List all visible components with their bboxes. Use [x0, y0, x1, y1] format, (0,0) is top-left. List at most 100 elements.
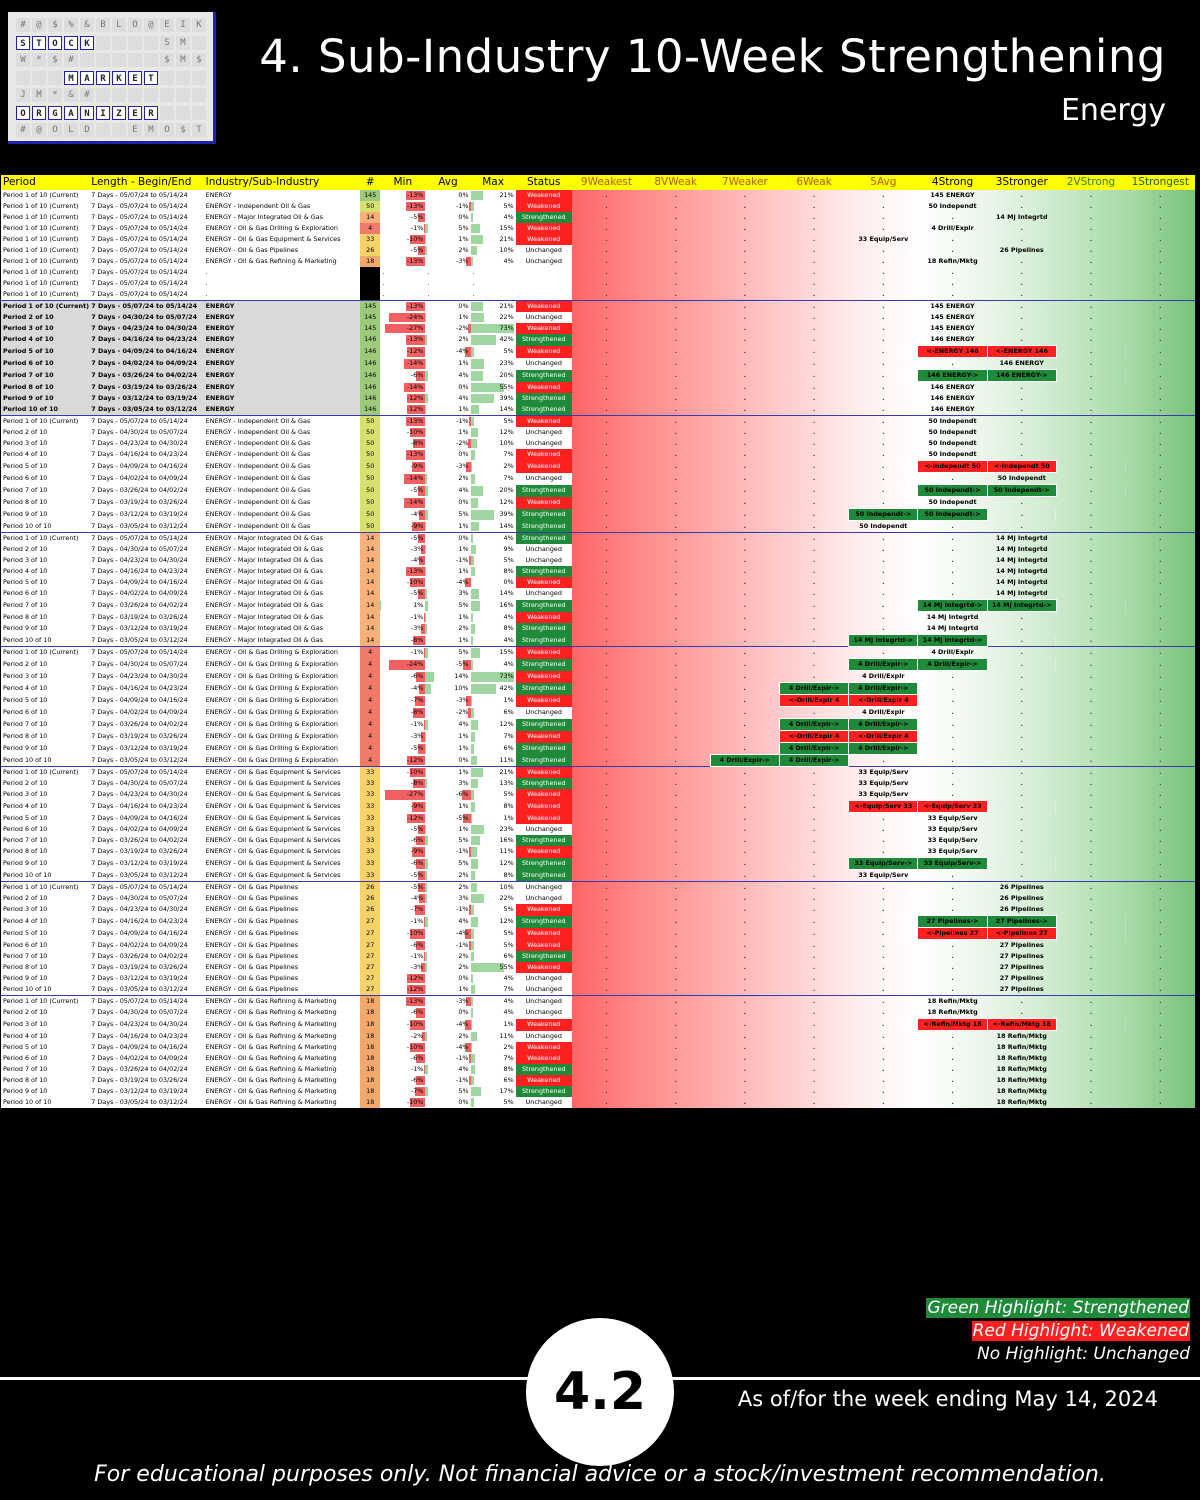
cell-industry: ENERGY: [203, 357, 361, 370]
cell-scale: 14 Mj Integrtd: [917, 623, 988, 635]
cell-count: 26: [360, 881, 381, 893]
value-text: -1%: [456, 1076, 469, 1084]
value-bar: [470, 545, 476, 554]
cell-max: 16%: [470, 835, 516, 846]
cell-min: -27%: [380, 323, 426, 334]
cell-min: -14%: [380, 496, 426, 509]
cell-min: -10%: [380, 427, 426, 438]
cell-industry: ENERGY - Oil & Gas Equipment & Services: [203, 846, 361, 858]
value-bar: [470, 1087, 481, 1096]
cell-industry: ENERGY - Oil & Gas Pipelines: [203, 939, 361, 951]
cell-avg: -1%: [425, 846, 471, 858]
value-text: 1%: [458, 567, 469, 575]
table-row: Period 7 of 10 7 Days - 03/26/24 to 04/02…: [1, 599, 1195, 612]
cell-length: 7 Days - 04/09/24 to 04/16/24: [89, 812, 204, 824]
cell-industry: ENERGY - Major Integrated Oil & Gas: [203, 544, 361, 555]
value-text: -14%: [406, 474, 424, 482]
value-bar: [470, 985, 475, 994]
cell-industry: ENERGY - Oil & Gas Drilling & Exploratio…: [203, 670, 361, 683]
cell-scale: 18 Refin/Mktg: [987, 1030, 1057, 1042]
value-text: 1%: [458, 313, 469, 321]
logo-letter: [112, 53, 126, 67]
cell-scale: .: [571, 588, 642, 600]
cell-max: 4%: [470, 973, 516, 984]
logo-letter: [192, 70, 206, 85]
cell-min: -2%: [380, 1030, 426, 1042]
cell-scale: .: [917, 754, 988, 767]
cell-scale: .: [779, 190, 849, 201]
value-text: -10%: [406, 768, 424, 776]
cell-scale: .: [1056, 984, 1126, 996]
cell-avg: 5%: [425, 599, 471, 612]
cell-length: 7 Days - 05/07/24 to 05/14/24: [89, 532, 204, 544]
cell-scale: .: [779, 789, 849, 801]
cell-scale: .: [710, 1097, 780, 1108]
cell-scale: .: [779, 1075, 849, 1086]
cell-scale: 14 Mj Integrtd: [987, 577, 1057, 588]
cell-length: 7 Days - 03/26/24 to 04/02/24: [89, 718, 204, 731]
cell-status: Strengthened: [515, 404, 572, 416]
cell-scale: .: [710, 1053, 780, 1064]
cell-scale: .: [1056, 800, 1126, 813]
cell-period: Period 1 of 10 (Current): [1, 245, 90, 256]
cell-industry: ENERGY - Oil & Gas Drilling & Exploratio…: [203, 718, 361, 731]
column-header: Min: [380, 175, 426, 190]
cell-scale: .: [641, 449, 711, 461]
value-bar: [470, 1098, 474, 1107]
cell-scale: .: [779, 706, 849, 719]
cell-scale: .: [779, 267, 849, 278]
cell-scale: .: [710, 334, 780, 346]
cell-scale: .: [987, 223, 1057, 234]
cell-status: Strengthened: [515, 951, 572, 962]
cell-industry: ENERGY - Oil & Gas Drilling & Exploratio…: [203, 754, 361, 767]
cell-scale: .: [641, 334, 711, 346]
cell-scale: .: [641, 245, 711, 256]
cell-max: 14%: [470, 404, 516, 416]
cell-scale: .: [848, 939, 918, 951]
logo-letter: [176, 88, 190, 102]
value-bar: [425, 358, 426, 369]
cell-scale: 26 Pipelines: [987, 245, 1057, 256]
value-text: 20%: [499, 371, 514, 379]
cell-min: -1%: [380, 223, 426, 234]
cell-scale: .: [917, 962, 988, 973]
cell-avg: 2%: [425, 1030, 471, 1042]
value-bar: [425, 952, 427, 961]
cell-count: 50: [360, 460, 381, 473]
cell-status: Unchanged: [515, 881, 572, 893]
cell-empty: .: [425, 289, 471, 301]
value-bar: [410, 235, 426, 244]
logo-letter: E: [128, 70, 142, 85]
cell-scale: .: [779, 234, 849, 245]
cell-scale: <-Pipelines 27: [986, 927, 1057, 940]
table-row: Period 6 of 10 7 Days - 04/02/24 to 04/09…: [1, 357, 1195, 370]
value-text: 2%: [458, 1031, 469, 1040]
cell-count: 14: [360, 611, 381, 623]
value-text: 0%: [458, 1098, 469, 1106]
logo-letter: @: [144, 18, 158, 32]
cell-max: 6%: [470, 951, 516, 962]
cell-period: Period 7 of 10: [1, 369, 90, 382]
cell-scale: .: [848, 245, 918, 256]
logo-letter: &: [64, 88, 78, 102]
table-row: Period 1 of 10 (Current) 7 Days - 05/07/2…: [1, 278, 1195, 289]
cell-scale: .: [641, 544, 711, 555]
cell-status: Strengthened: [515, 520, 572, 533]
cell-scale: .: [1125, 323, 1195, 334]
value-text: -7%: [410, 696, 424, 704]
value-bar: [407, 974, 426, 983]
cell-period: Period 2 of 10: [1, 778, 90, 789]
logo-letter: [160, 70, 174, 85]
cell-count: 33: [360, 857, 381, 870]
cell-industry: ENERGY - Oil & Gas Pipelines: [203, 927, 361, 940]
column-header: 1Strongest: [1125, 175, 1195, 190]
cell-scale: .: [848, 1075, 918, 1086]
logo-letter: C: [64, 35, 78, 50]
cell-count: 146: [360, 345, 381, 358]
cell-avg: -3%: [425, 995, 471, 1007]
cell-period: Period 8 of 10: [1, 846, 90, 858]
cell-min: -10%: [380, 766, 426, 778]
value-bar: [470, 417, 474, 426]
value-text: 0%: [458, 755, 469, 764]
cell-avg: 0%: [425, 381, 471, 393]
